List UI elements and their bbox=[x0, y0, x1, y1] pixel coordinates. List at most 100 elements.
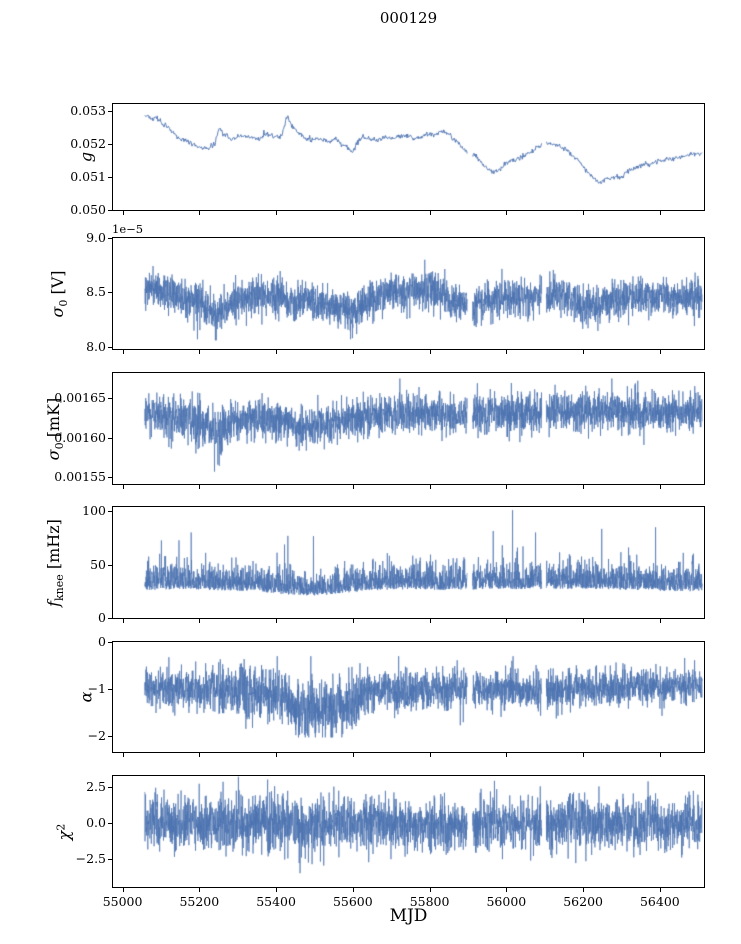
panel-sigma0-mK bbox=[112, 372, 705, 485]
y-tick-mark bbox=[108, 176, 112, 178]
x-tick-mark bbox=[429, 888, 431, 892]
y-tick-label: 50 bbox=[90, 556, 106, 572]
y-tick-label: 9.0 bbox=[86, 230, 106, 245]
x-tick-mark bbox=[276, 888, 278, 892]
x-axis-title: MJD bbox=[389, 906, 428, 926]
x-tick-label: 55600 bbox=[332, 894, 373, 909]
x-tick-mark bbox=[429, 753, 431, 757]
y-tick-label: 0 bbox=[98, 610, 106, 625]
x-tick-mark bbox=[122, 350, 124, 354]
y-tick-label: 0.0 bbox=[86, 815, 106, 831]
plot-canvas-fknee bbox=[113, 507, 704, 618]
x-tick-mark bbox=[583, 888, 585, 892]
panel-g bbox=[112, 103, 705, 211]
y-axis-label-sigma0-mK: σ0 [mK] bbox=[44, 397, 66, 460]
y-tick-label: 0.00160 bbox=[54, 429, 106, 445]
plot-canvas-chi2 bbox=[113, 776, 704, 887]
x-tick-mark bbox=[429, 619, 431, 623]
panel-sigma0-V bbox=[112, 237, 705, 350]
y-tick-mark bbox=[108, 511, 112, 513]
plot-canvas-alpha bbox=[113, 642, 704, 752]
y-axis-label-part: knee bbox=[53, 573, 66, 601]
x-tick-mark bbox=[506, 211, 508, 215]
y-tick-mark bbox=[108, 476, 112, 478]
x-tick-mark bbox=[276, 211, 278, 215]
x-tick-mark bbox=[506, 753, 508, 757]
x-tick-mark bbox=[199, 350, 201, 354]
x-tick-mark bbox=[429, 350, 431, 354]
y-tick-mark bbox=[108, 786, 112, 788]
x-tick-mark bbox=[659, 888, 661, 892]
x-tick-mark bbox=[659, 619, 661, 623]
x-tick-label: 56200 bbox=[563, 894, 603, 909]
x-tick-mark bbox=[429, 485, 431, 489]
x-tick-mark bbox=[352, 619, 354, 623]
y-tick-label: 0 bbox=[98, 634, 106, 649]
y-tick-label: 0.051 bbox=[70, 168, 106, 184]
x-tick-mark bbox=[276, 753, 278, 757]
y-tick-mark bbox=[108, 618, 112, 619]
y-axis-label-g: g bbox=[77, 152, 96, 162]
x-tick-label: 56400 bbox=[639, 894, 680, 909]
y-tick-mark bbox=[108, 143, 112, 145]
x-tick-mark bbox=[199, 619, 201, 623]
x-tick-mark bbox=[122, 485, 124, 489]
x-tick-label: 56000 bbox=[486, 894, 527, 909]
x-tick-mark bbox=[583, 619, 585, 623]
x-tick-mark bbox=[199, 888, 201, 892]
x-tick-mark bbox=[583, 211, 585, 215]
y-tick-mark bbox=[108, 689, 112, 691]
x-tick-mark bbox=[429, 211, 431, 215]
x-tick-mark bbox=[506, 619, 508, 623]
x-tick-mark bbox=[659, 753, 661, 757]
x-tick-mark bbox=[122, 619, 124, 623]
y-tick-mark bbox=[108, 210, 112, 211]
panel-chi2 bbox=[112, 775, 705, 888]
y-tick-mark bbox=[108, 437, 112, 439]
x-tick-label: 55400 bbox=[256, 894, 296, 909]
x-tick-mark bbox=[276, 350, 278, 354]
x-tick-mark bbox=[199, 485, 201, 489]
y-tick-label: 0.00155 bbox=[54, 468, 106, 484]
y-tick-label: 0.052 bbox=[70, 135, 106, 151]
x-tick-mark bbox=[122, 753, 124, 757]
y-tick-mark bbox=[108, 642, 112, 643]
x-tick-mark bbox=[659, 350, 661, 354]
x-tick-label: 55800 bbox=[409, 894, 450, 909]
y-axis-label-part: 0 bbox=[57, 299, 70, 307]
x-tick-label: 55000 bbox=[102, 894, 143, 909]
x-tick-mark bbox=[506, 888, 508, 892]
y-tick-label: 2.5 bbox=[86, 778, 106, 794]
x-tick-mark bbox=[199, 211, 201, 215]
y-tick-mark bbox=[108, 564, 112, 566]
x-tick-mark bbox=[659, 485, 661, 489]
y-tick-mark bbox=[108, 110, 112, 112]
x-tick-mark bbox=[122, 211, 124, 215]
y-tick-label: 8.0 bbox=[86, 338, 106, 354]
x-tick-mark bbox=[583, 753, 585, 757]
x-tick-mark bbox=[352, 888, 354, 892]
y-axis-label-part: g bbox=[76, 151, 96, 163]
y-tick-mark bbox=[108, 292, 112, 294]
y-axis-label-part: χ bbox=[54, 830, 74, 840]
x-tick-mark bbox=[583, 485, 585, 489]
x-tick-mark bbox=[506, 485, 508, 489]
y-tick-label: 8.5 bbox=[86, 284, 106, 300]
y-tick-mark bbox=[108, 346, 112, 348]
axis-offset-text: 1e−5 bbox=[112, 222, 144, 236]
x-tick-mark bbox=[352, 753, 354, 757]
y-tick-mark bbox=[108, 736, 112, 738]
y-axis-label-part: σ bbox=[48, 306, 67, 318]
x-tick-mark bbox=[352, 485, 354, 489]
x-tick-mark bbox=[583, 350, 585, 354]
y-axis-label-part: σ bbox=[44, 448, 63, 460]
panel-alpha bbox=[112, 641, 705, 753]
x-tick-mark bbox=[506, 350, 508, 354]
y-tick-label: 100 bbox=[82, 503, 106, 519]
y-tick-label: 0.00165 bbox=[54, 390, 106, 406]
x-tick-label: 55200 bbox=[179, 894, 220, 909]
x-tick-mark bbox=[659, 211, 661, 215]
y-tick-label: 0.050 bbox=[70, 202, 106, 217]
panel-fknee bbox=[112, 506, 705, 619]
